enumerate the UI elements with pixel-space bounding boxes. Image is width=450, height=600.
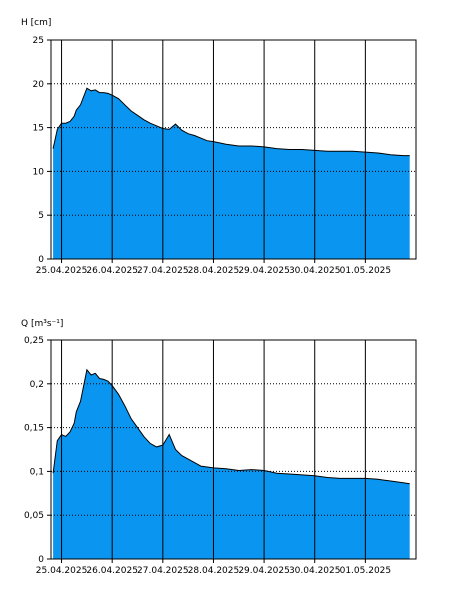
chart-2-x-tick-label: 25.04.2025: [36, 566, 88, 576]
chart-2-y-axis-label: Q [m³s⁻¹]: [21, 319, 63, 329]
chart-1-series-line: [52, 87, 410, 157]
chart-2-series-area: [53, 369, 410, 559]
chart-1-y-tick-label: 10: [33, 167, 45, 177]
chart-2-y-tick-label: 0,1: [30, 467, 44, 477]
chart-2-plot-frame: [50, 339, 417, 560]
chart-1-x-tick-label: 01.05.2025: [340, 266, 392, 276]
chart-2-x-tick-label: 27.04.2025: [137, 566, 189, 576]
chart-2-x-tick-label: 01.05.2025: [340, 566, 392, 576]
chart-1-x-tick-label: 30.04.2025: [289, 266, 341, 276]
chart-1-plot-frame: [50, 39, 417, 260]
chart-2-x-tick-label: 28.04.2025: [188, 566, 240, 576]
chart-1-y-tick-label: 0: [38, 255, 44, 265]
chart-2-x-tick-label: 30.04.2025: [289, 566, 341, 576]
chart-2-series-line: [52, 368, 410, 485]
chart-2-y-tick-label: 0: [38, 555, 44, 565]
chart-1-x-tick-label: 28.04.2025: [188, 266, 240, 276]
chart-1-y-tick-label: 20: [33, 80, 45, 90]
chart-2-y-tick-label: 0,05: [24, 511, 44, 521]
chart-2-y-tick-label: 0,25: [24, 336, 44, 346]
chart-2-y-tick-label: 0,2: [30, 380, 44, 390]
chart-1-y-axis-label: H [cm]: [21, 18, 51, 28]
chart-2-y-tick-label: 0,15: [24, 424, 44, 434]
chart-1-x-tick-label: 27.04.2025: [137, 266, 189, 276]
chart-1-y-tick-label: 15: [33, 124, 44, 134]
chart-1-x-tick-label: 29.04.2025: [238, 266, 290, 276]
chart-1-series-area: [53, 88, 410, 259]
chart-2-x-tick-label: 29.04.2025: [238, 566, 290, 576]
chart-2-x-tick-label: 26.04.2025: [86, 566, 138, 576]
chart-1-y-tick-label: 25: [33, 36, 44, 46]
chart-1-y-tick-label: 5: [38, 211, 44, 221]
chart-1-x-tick-label: 25.04.2025: [36, 266, 88, 276]
chart-1-x-tick-label: 26.04.2025: [86, 266, 138, 276]
